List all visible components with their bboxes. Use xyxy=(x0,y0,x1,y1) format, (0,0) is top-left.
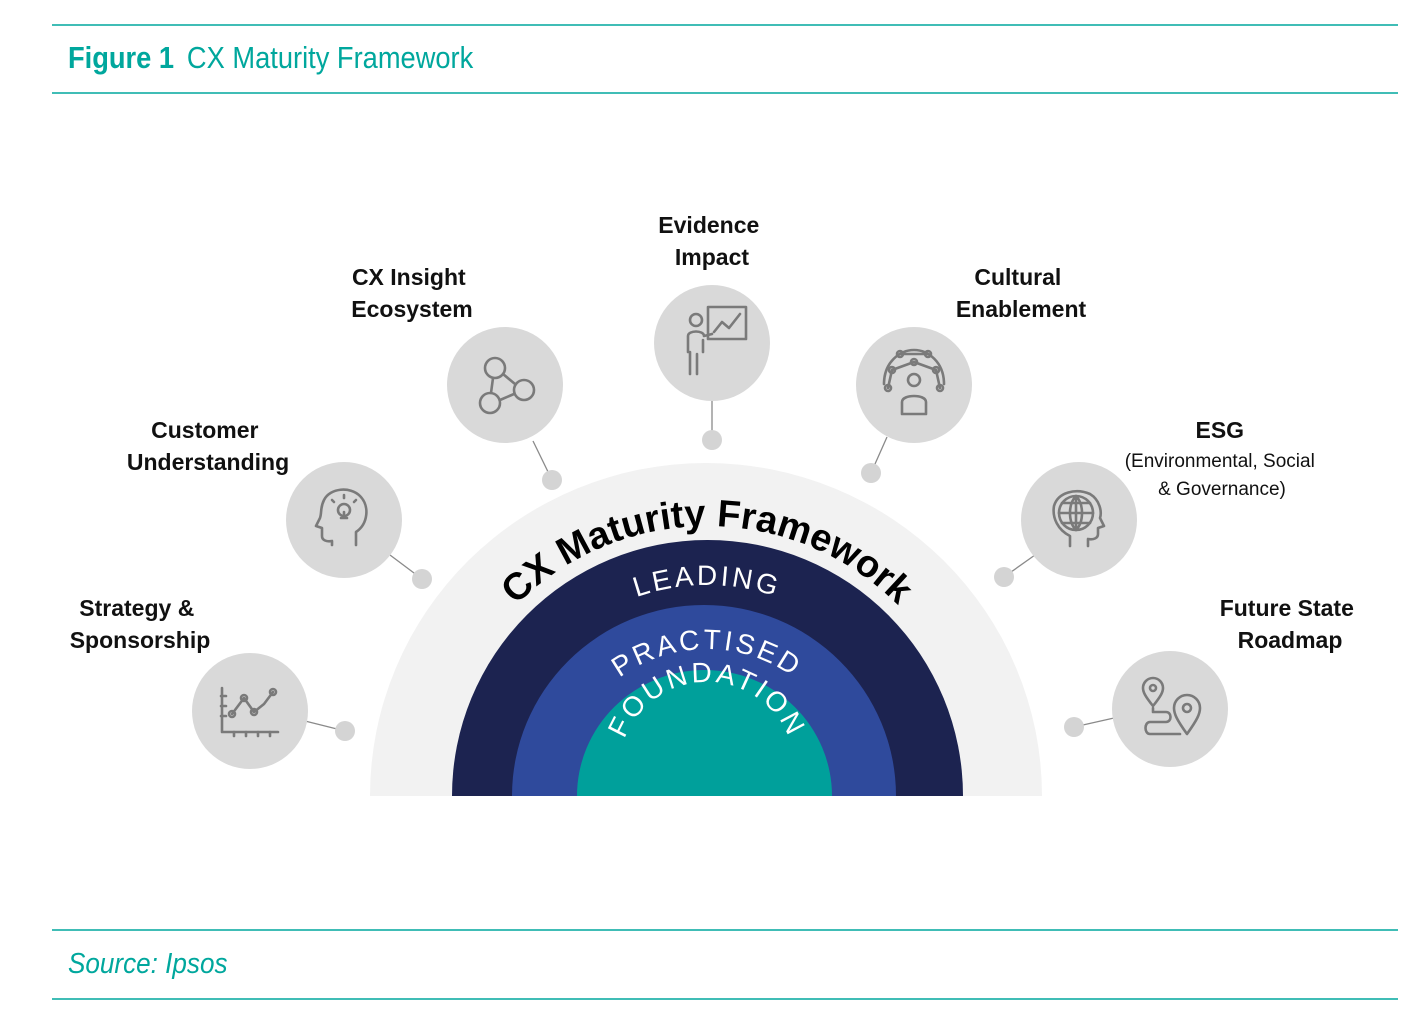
pillar-label-line1: Strategy & xyxy=(79,595,194,621)
network-nodes-icon xyxy=(478,356,536,415)
svg-text:CX Insight Ecosystem: CX Insight Ecosystem xyxy=(351,264,472,322)
head-globe-icon xyxy=(1052,490,1106,548)
svg-text:ESG (Environmental, Soci: ESG (Environmental, Social & Governance) xyxy=(1125,417,1320,500)
route-map-icon xyxy=(1141,676,1202,736)
figure-heading: Figure 1 CX Maturity Framework xyxy=(68,41,474,75)
svg-text:Cultural Enablement: Cultural Enablement xyxy=(956,264,1087,322)
pillar-strategy-sponsorship: Strategy & Sponsorship xyxy=(70,595,308,769)
svg-text:Strategy & Sponsorship: Strategy & Sponsorship xyxy=(70,595,211,653)
pillar-label-line1: Future State xyxy=(1220,595,1354,621)
pillar-label-line2: Understanding xyxy=(127,449,289,475)
pillar-cultural-enablement: Cultural Enablement xyxy=(856,264,1087,443)
head-lightbulb-icon xyxy=(314,488,368,547)
pillar-customer-understanding: Customer Understanding xyxy=(127,417,402,578)
pillar-label-line2: Sponsorship xyxy=(70,627,211,653)
svg-text:Future State Roadmap: Future State Roadmap xyxy=(1220,595,1361,653)
line-chart-icon xyxy=(219,686,280,738)
pillar-label-line2: Ecosystem xyxy=(351,296,472,322)
pillar-label-line1: CX Insight xyxy=(352,264,466,290)
pillar-evidence-impact: Evidence Impact xyxy=(654,212,770,401)
pillar-label-line2: (Environmental, Social xyxy=(1125,451,1315,472)
pillar-esg: ESG (Environmental, Social & Governance) xyxy=(1021,417,1320,578)
connectors xyxy=(304,400,1115,741)
people-network-icon xyxy=(882,348,946,416)
pillar-future-state-roadmap: Future State Roadmap xyxy=(1112,595,1361,767)
pillar-cx-insight-ecosystem: CX Insight Ecosystem xyxy=(351,264,563,443)
pillar-label-line2: Roadmap xyxy=(1238,627,1343,653)
figure-title: CX Maturity Framework xyxy=(187,41,474,75)
pillar-label-line2: Impact xyxy=(675,244,749,270)
figure-label: Figure 1 xyxy=(68,41,174,75)
pillar-label-line2: Enablement xyxy=(956,296,1087,322)
foundation-arch xyxy=(577,670,832,796)
pillar-label-line1: Evidence xyxy=(658,212,759,238)
presenter-chart-icon xyxy=(686,305,748,376)
svg-text:Evidence Impact: Evidence Impact xyxy=(658,212,765,270)
pillar-label-line1: ESG xyxy=(1195,417,1244,443)
pillar-label-line3: & Governance) xyxy=(1158,479,1286,500)
pillar-label-line1: Cultural xyxy=(974,264,1061,290)
pillar-label-line1: Customer xyxy=(151,417,258,443)
source-note: Source: Ipsos xyxy=(68,947,228,980)
svg-text:Customer Understanding: Customer Understanding xyxy=(127,417,289,475)
